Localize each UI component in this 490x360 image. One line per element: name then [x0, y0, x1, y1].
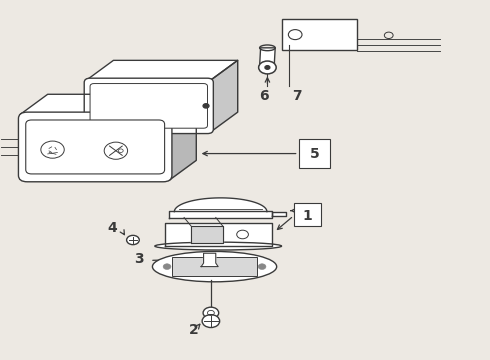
Ellipse shape — [152, 251, 277, 282]
Polygon shape — [211, 60, 238, 132]
Bar — [298, 139, 330, 168]
Ellipse shape — [155, 242, 282, 250]
Polygon shape — [165, 223, 272, 246]
Polygon shape — [174, 198, 267, 212]
Bar — [172, 257, 257, 276]
Polygon shape — [272, 212, 287, 216]
Circle shape — [126, 235, 139, 245]
Text: 3: 3 — [134, 252, 144, 266]
Polygon shape — [170, 94, 196, 180]
Text: 6: 6 — [259, 89, 269, 103]
FancyBboxPatch shape — [26, 120, 165, 174]
Text: 7: 7 — [292, 89, 301, 103]
Bar — [282, 19, 357, 50]
Circle shape — [258, 264, 266, 270]
FancyBboxPatch shape — [19, 112, 172, 182]
Text: 4: 4 — [108, 221, 117, 235]
Circle shape — [203, 307, 219, 319]
Circle shape — [203, 104, 209, 108]
Circle shape — [202, 315, 220, 328]
Polygon shape — [192, 226, 223, 243]
Bar — [294, 203, 320, 226]
Circle shape — [163, 264, 171, 270]
Circle shape — [259, 61, 276, 74]
Text: 2: 2 — [189, 323, 199, 337]
Polygon shape — [21, 94, 196, 114]
Polygon shape — [201, 253, 218, 267]
Polygon shape — [87, 60, 238, 80]
Circle shape — [265, 66, 270, 69]
Polygon shape — [260, 48, 275, 66]
Text: 5: 5 — [310, 147, 319, 161]
FancyBboxPatch shape — [84, 78, 213, 134]
Polygon shape — [170, 211, 272, 217]
Text: 1: 1 — [302, 209, 312, 223]
FancyBboxPatch shape — [90, 84, 207, 128]
